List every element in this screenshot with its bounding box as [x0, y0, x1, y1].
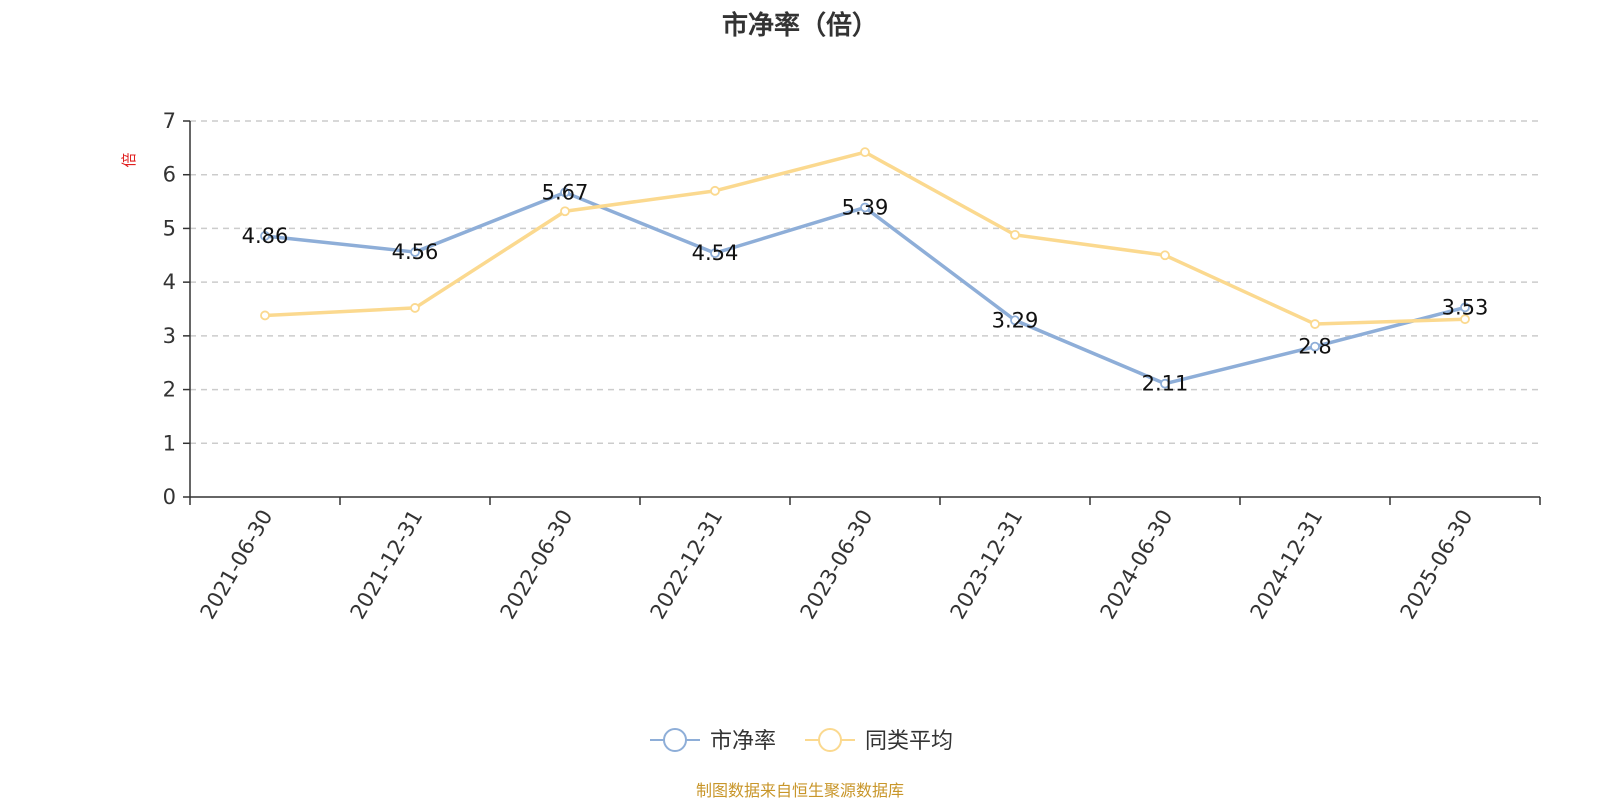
data-point-1[interactable]: [560, 206, 570, 217]
y-tick-label: 3: [163, 324, 176, 348]
data-point-1[interactable]: [860, 147, 870, 158]
data-label: 4.56: [392, 240, 439, 264]
y-tick-label: 1: [163, 431, 176, 455]
data-point-1[interactable]: [1310, 319, 1320, 329]
x-tick-label: 2023-06-30: [796, 506, 878, 624]
y-axis-unit-label: 倍: [120, 152, 138, 167]
x-tick-label: 2023-12-31: [946, 506, 1028, 624]
legend-marker-icon: [663, 728, 687, 752]
data-point-0[interactable]: [260, 231, 270, 241]
legend[interactable]: 市净率 同类平均: [650, 728, 953, 754]
data-label: 4.54: [692, 241, 739, 265]
y-tick-label: 5: [163, 216, 176, 240]
data-label: 3.53: [1442, 295, 1489, 319]
data-point-0[interactable]: [1310, 341, 1320, 352]
source-note: 制图数据来自恒生聚源数据库: [696, 781, 904, 800]
data-point-1[interactable]: [260, 310, 270, 321]
x-tick-label: 2025-06-30: [1396, 506, 1478, 624]
data-point-0[interactable]: [1160, 378, 1170, 389]
data-label: 2.8: [1298, 335, 1331, 359]
legend-label: 市净率: [710, 729, 776, 754]
data-label: 2.11: [1142, 372, 1189, 396]
data-label: 3.29: [992, 308, 1039, 332]
legend-item-1[interactable]: 同类平均: [805, 728, 953, 754]
grid-lines: [190, 120, 1540, 445]
data-point-0[interactable]: [860, 202, 870, 213]
data-label: 5.39: [842, 195, 889, 219]
series-lines: [264, 150, 1466, 386]
data-point-1[interactable]: [410, 303, 420, 313]
x-tick-label: 2024-06-30: [1096, 506, 1178, 624]
data-point-1[interactable]: [1010, 229, 1020, 240]
chart-title: 市净率（倍）: [722, 10, 878, 41]
legend-marker-icon: [818, 728, 842, 752]
y-tick-label: 2: [163, 378, 176, 402]
x-tick-label: 2022-06-30: [496, 506, 578, 624]
data-point-1[interactable]: [1160, 250, 1170, 261]
y-tick-label: 6: [163, 163, 176, 187]
legend-label: 同类平均: [865, 729, 953, 754]
axes: 0 1 2 3 4 5 6 7 2021-06-30 2021-12-31 2022-06-30 20…: [163, 109, 1541, 624]
x-tick-label: 2021-06-30: [196, 506, 278, 624]
data-labels: 4.86 4.56 5.67 4.54 5.39 3.29 2.11 2.8 3.53: [242, 180, 1489, 395]
x-tick-label: 2021-12-31: [346, 506, 428, 624]
y-tick-label: 4: [163, 270, 176, 294]
data-label: 4.86: [242, 224, 289, 248]
y-tick-label: 0: [163, 485, 176, 509]
data-point-0[interactable]: [1460, 302, 1470, 313]
data-label: 5.67: [542, 180, 589, 204]
series-line-1: [264, 150, 1466, 326]
data-point-0[interactable]: [560, 187, 570, 198]
data-point-0[interactable]: [410, 247, 420, 257]
x-tick-label: 2022-12-31: [646, 506, 728, 624]
series-points: [260, 147, 1470, 389]
x-tick-label: 2024-12-31: [1246, 506, 1328, 624]
y-tick-label: 7: [163, 109, 176, 133]
data-point-0[interactable]: [710, 248, 720, 259]
data-point-1[interactable]: [1460, 314, 1470, 325]
legend-item-0[interactable]: 市净率: [650, 728, 776, 754]
data-point-0[interactable]: [1010, 315, 1020, 326]
data-point-1[interactable]: [710, 185, 720, 196]
